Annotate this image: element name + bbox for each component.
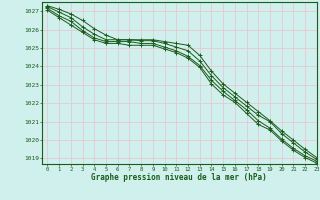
X-axis label: Graphe pression niveau de la mer (hPa): Graphe pression niveau de la mer (hPa) [91,173,267,182]
